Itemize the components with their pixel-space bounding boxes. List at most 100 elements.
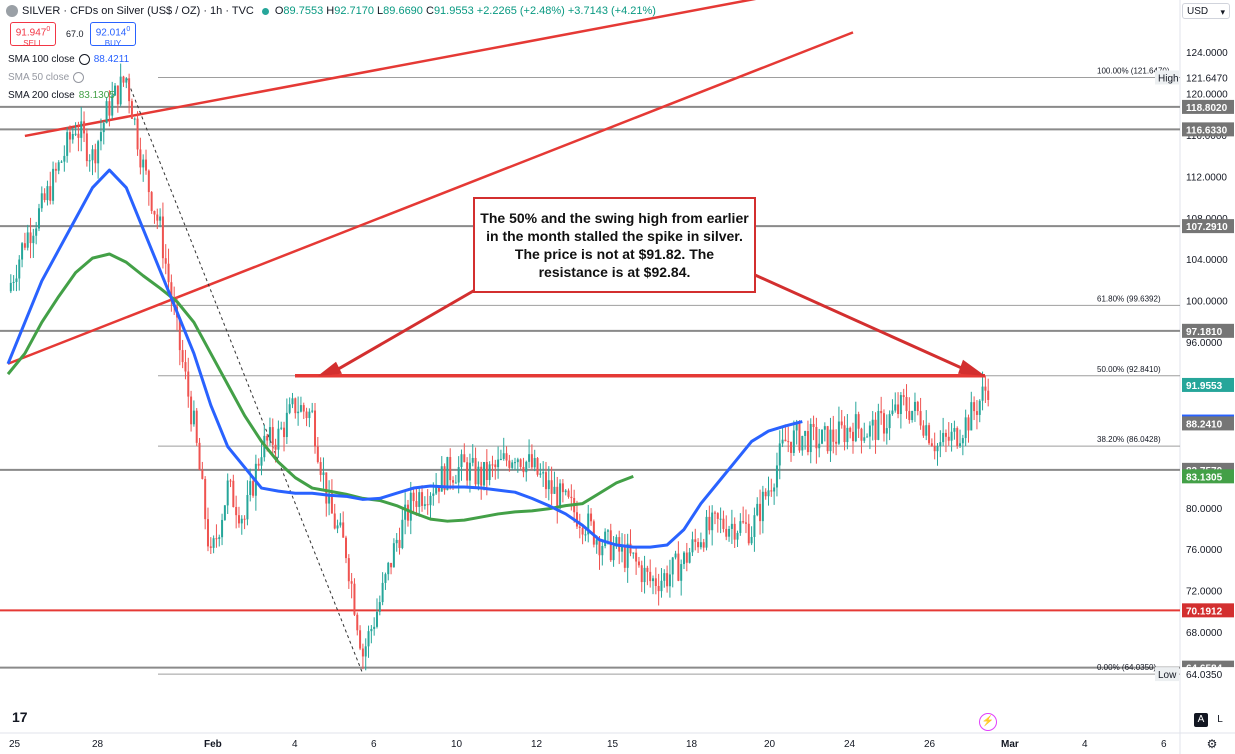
- candle-body: [713, 512, 716, 514]
- settings-gear-icon[interactable]: ⚙: [1206, 737, 1218, 751]
- candle-body: [660, 580, 663, 592]
- candle-body: [471, 457, 474, 463]
- candle-body: [246, 495, 249, 520]
- candle-body: [674, 553, 677, 558]
- candle-body: [787, 441, 790, 443]
- candle-body: [54, 168, 57, 171]
- candle-body: [353, 583, 356, 615]
- symbol-title[interactable]: SILVER · CFDs on Silver (US$ / OZ) · 1h …: [22, 5, 254, 17]
- candle-body: [111, 95, 114, 116]
- indicator-value: 88.4211: [93, 54, 130, 66]
- candle-body: [519, 459, 522, 468]
- candle-body: [550, 480, 553, 494]
- candle-body: [635, 552, 638, 562]
- candle-body: [167, 263, 170, 283]
- candle-body: [150, 192, 153, 212]
- candle-body: [235, 507, 238, 516]
- sell-button[interactable]: 91.9470 SELL: [10, 22, 56, 48]
- eye-icon[interactable]: [78, 54, 90, 65]
- indicator-sma50[interactable]: SMA 50 close: [8, 72, 85, 83]
- channel-trend-line: [24, 0, 757, 138]
- x-tick-label: 12: [531, 739, 543, 750]
- candle-body: [632, 552, 635, 554]
- candle-body: [522, 467, 525, 473]
- x-tick-label: 24: [844, 739, 856, 750]
- candle-body: [601, 546, 604, 556]
- candle-body: [567, 490, 570, 497]
- candle-body: [716, 513, 719, 519]
- market-open-icon: [261, 7, 269, 15]
- annotation-text: The 50% and the swing high from earlier …: [480, 210, 749, 280]
- x-tick-label: 15: [607, 739, 619, 750]
- y-tick-label: 120.0000: [1186, 89, 1228, 100]
- candle-body: [891, 410, 894, 415]
- candle-body: [437, 486, 440, 492]
- candle-body: [587, 513, 590, 535]
- candle-body: [699, 542, 702, 548]
- candle-body: [378, 602, 381, 612]
- x-tick-label: 20: [764, 739, 776, 750]
- candle-body: [905, 397, 908, 412]
- eye-off-icon[interactable]: [73, 72, 85, 83]
- arrow-right-head: [958, 359, 985, 376]
- candle-body: [615, 537, 618, 547]
- lightning-icon[interactable]: ⚡: [979, 713, 997, 731]
- candle-body: [187, 371, 190, 397]
- candle-body: [973, 402, 976, 412]
- candle-body: [361, 648, 364, 657]
- buy-button[interactable]: 92.0140 BUY: [90, 22, 136, 48]
- candle-body: [297, 411, 300, 414]
- indicator-sma200[interactable]: SMA 200 close 83.1305: [8, 90, 115, 101]
- sell-price: 91.947: [15, 27, 47, 39]
- arrow-left-line: [329, 288, 476, 376]
- candle-body: [294, 398, 297, 414]
- candle-body: [683, 552, 685, 565]
- candle-body: [663, 573, 666, 581]
- price-label-tag: [1182, 416, 1234, 431]
- candle-body: [592, 521, 595, 545]
- candle-body: [880, 410, 883, 414]
- fib-level-label: 100.00% (121.6470): [1097, 66, 1170, 75]
- indicator-name: SMA 100 close: [8, 54, 75, 66]
- candle-body: [942, 432, 945, 443]
- candle-body: [283, 427, 286, 438]
- candle-body: [829, 429, 832, 452]
- candle-body: [463, 454, 466, 463]
- candle-body: [406, 504, 409, 521]
- indicator-name: SMA 200 close: [8, 90, 75, 101]
- annotation-box[interactable]: The 50% and the swing high from earlier …: [473, 197, 756, 293]
- auto-scale-button[interactable]: A: [1194, 713, 1208, 727]
- currency-select[interactable]: USD ▾: [1182, 3, 1230, 19]
- candle-body: [156, 214, 159, 221]
- indicator-sma100[interactable]: SMA 100 close 88.4211: [8, 54, 129, 65]
- candle-body: [691, 539, 694, 553]
- candle-body: [536, 458, 539, 475]
- candle-body: [302, 405, 305, 412]
- candle-body: [528, 454, 531, 462]
- candle-body: [119, 76, 122, 105]
- candle-body: [933, 445, 936, 452]
- candle-body: [49, 186, 52, 201]
- candle-body: [328, 493, 331, 504]
- level-price-label: 70.1912: [1186, 606, 1223, 617]
- candle-body: [339, 522, 342, 526]
- y-tick-label: 100.0000: [1186, 297, 1228, 308]
- candle-body: [922, 425, 925, 436]
- candle-body: [311, 410, 314, 412]
- x-tick-label: Mar: [1001, 739, 1019, 750]
- candle-body: [595, 539, 598, 545]
- x-tick-label: 28: [92, 739, 104, 750]
- candle-body: [623, 545, 626, 568]
- candle-body: [702, 542, 705, 548]
- candle-body: [336, 525, 339, 529]
- candle-body: [77, 133, 80, 138]
- candle-body: [530, 454, 533, 468]
- low-value: 89.6690: [383, 5, 423, 17]
- sell-price-sup: 0: [46, 26, 51, 33]
- candle-body: [139, 149, 142, 168]
- candle-body: [874, 419, 877, 440]
- x-tick-label: 10: [451, 739, 463, 750]
- log-scale-button[interactable]: L: [1217, 714, 1223, 725]
- candle-body: [285, 412, 288, 438]
